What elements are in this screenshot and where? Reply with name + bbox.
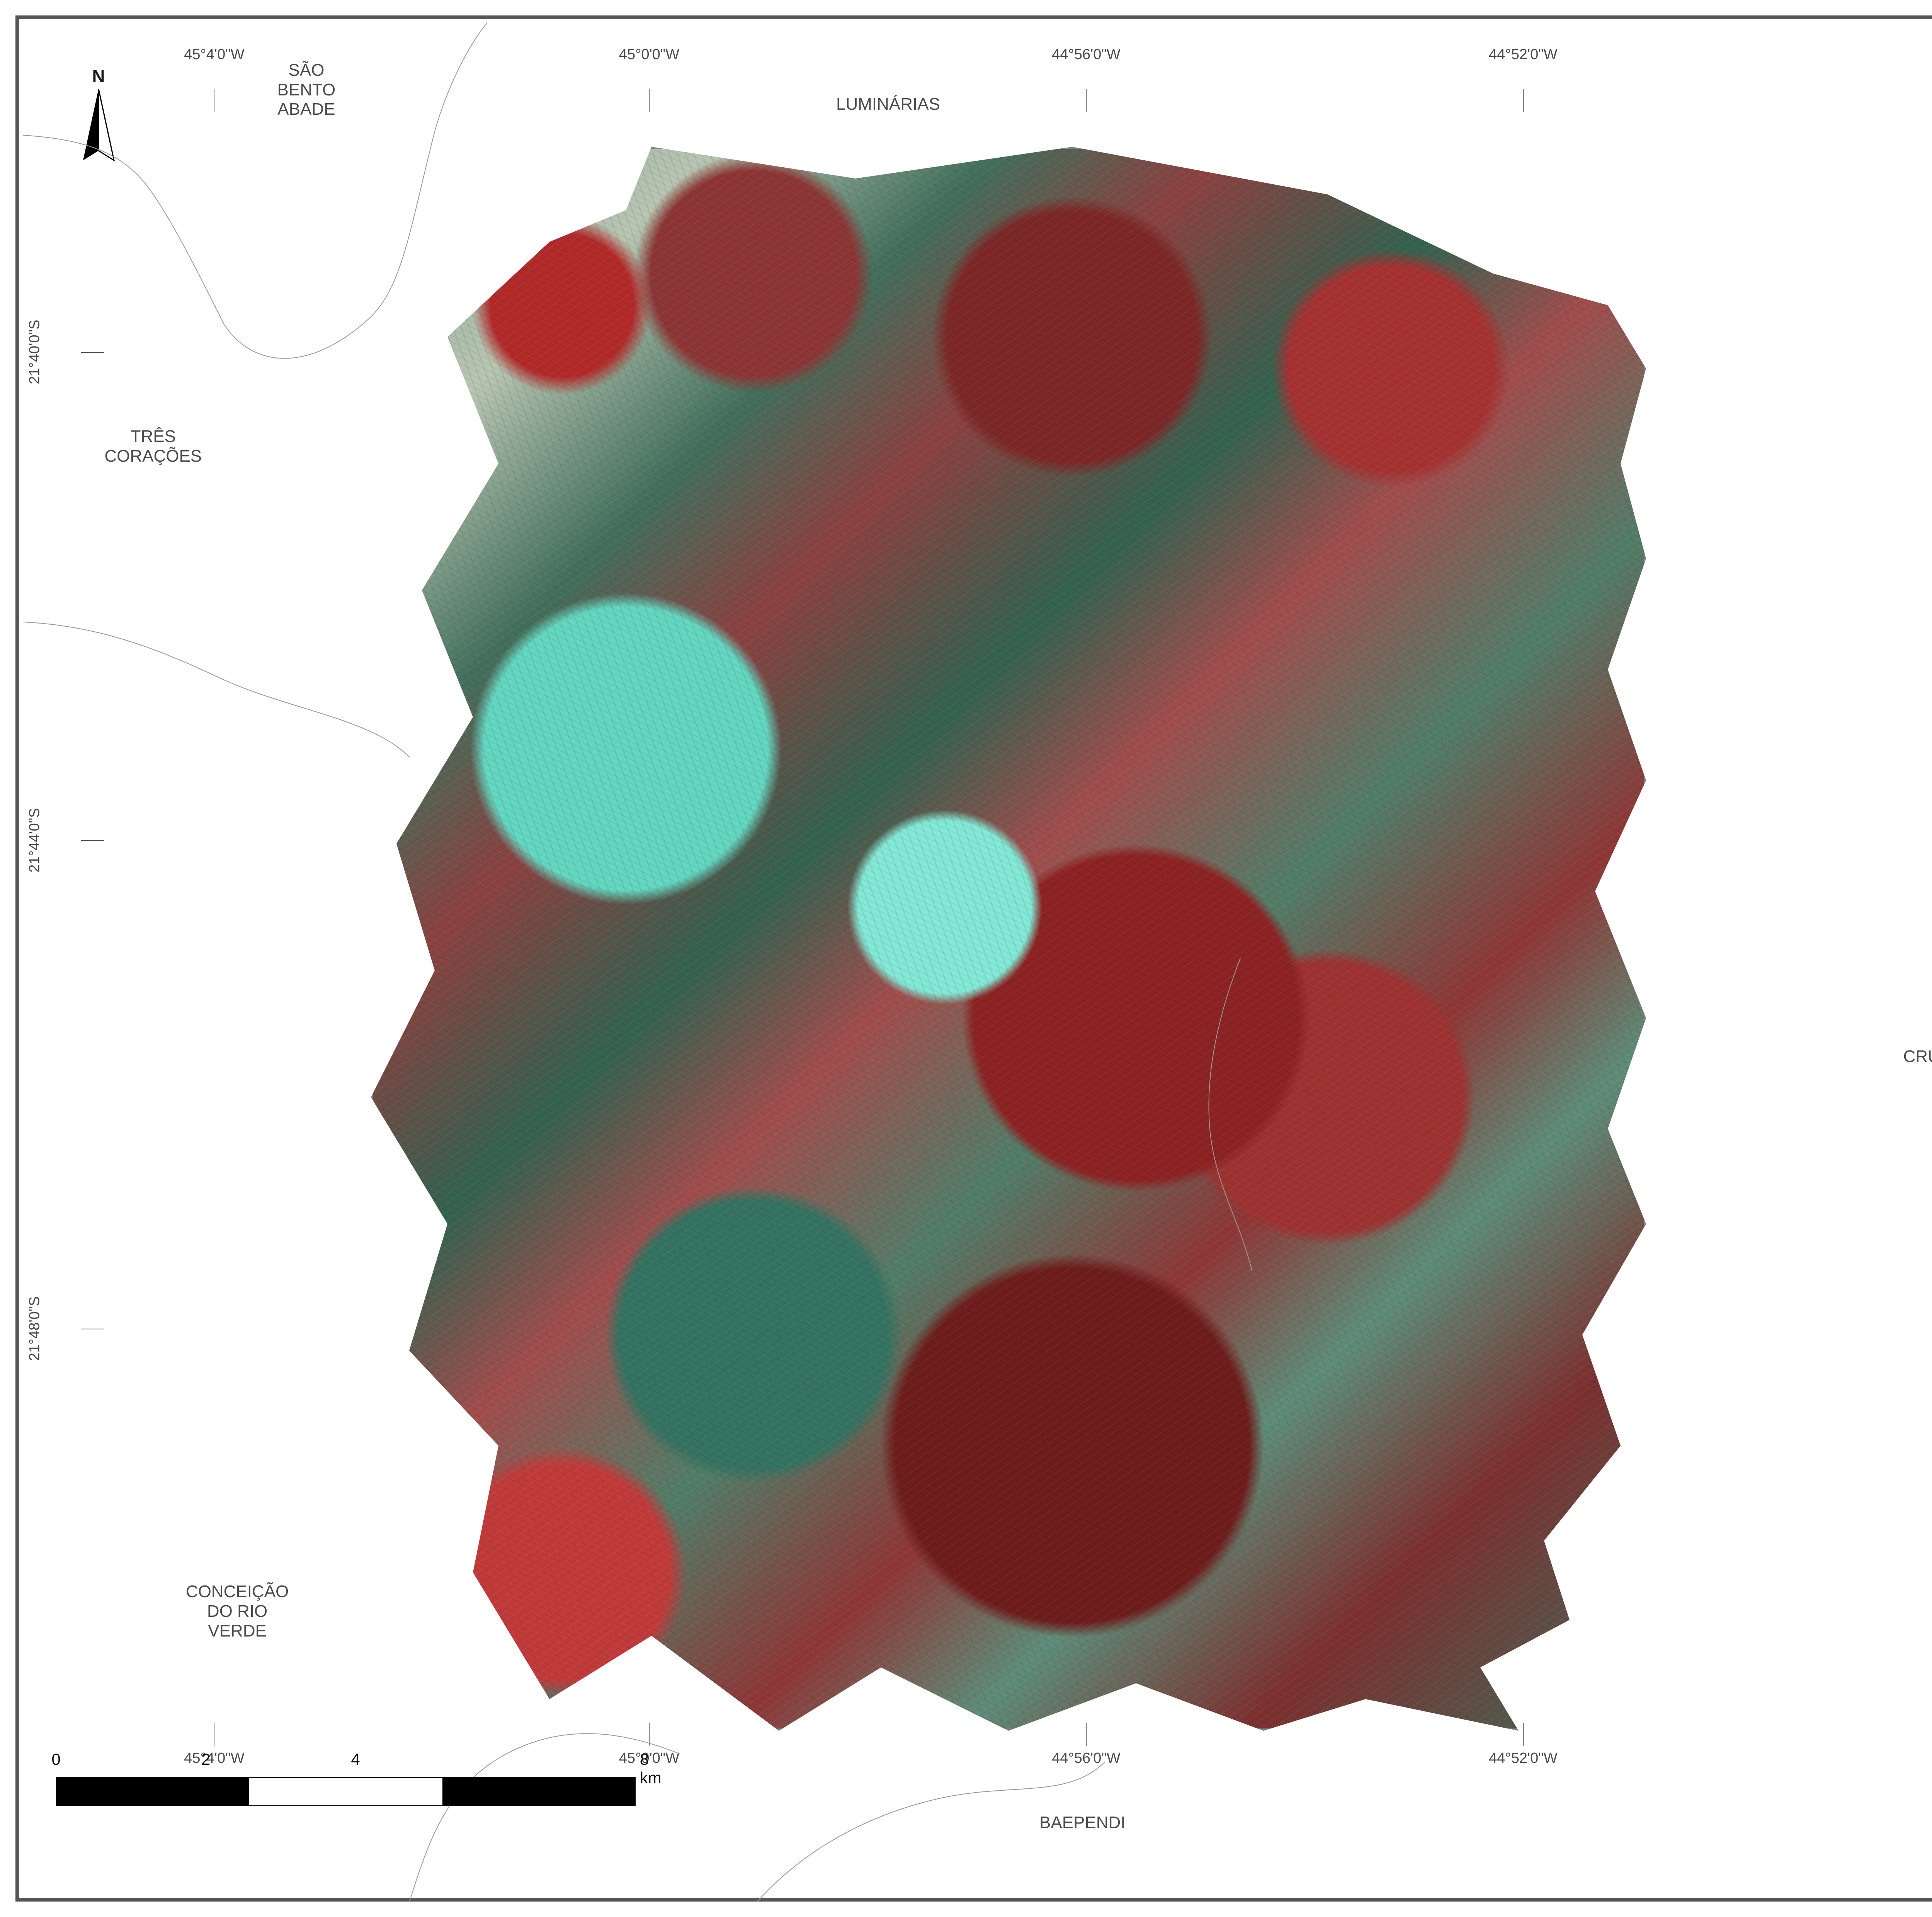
scale-label-0: 0 (51, 1750, 60, 1769)
scale-bar-graphic (56, 1777, 636, 1806)
scale-label-8km: 8 km (640, 1750, 662, 1787)
satellite-false-color-mosaic (371, 147, 1646, 1731)
satellite-texture-overlay (371, 147, 1646, 1731)
scale-bar-group: 0 2 4 8 km (56, 1750, 655, 1806)
coord-left-1: 21°40'0"S (27, 320, 43, 384)
coord-top-3: 44°56'0"W (1052, 46, 1120, 63)
north-arrow: N (60, 66, 137, 166)
coord-top-2: 45°0'0"W (619, 46, 679, 63)
region-label-conceicao-rio-verde: CONCEIÇÃO DO RIO VERDE (186, 1582, 289, 1641)
region-label-luminarias: LUMINÁRIAS (836, 95, 940, 114)
coord-top-1: 45°4'0"W (184, 46, 244, 63)
region-label-cruzilia: CRUZÍLIA (1903, 1047, 1932, 1067)
north-arrow-icon (77, 89, 120, 162)
north-label: N (60, 66, 137, 87)
region-label-tres-coracoes: TRÊS CORAÇÕES (104, 427, 202, 466)
scale-label-4: 4 (351, 1750, 360, 1769)
coord-bottom-4: 44°52'0"W (1489, 1750, 1557, 1767)
map-inner: N 45°4'0"W 45°0'0"W 44°56'0"W 44°52'0"W (23, 23, 1932, 1902)
coord-left-2: 21°44'0"S (27, 808, 43, 872)
region-label-baependi: BAEPENDI (1039, 1813, 1126, 1833)
region-label-sao-bento-abade: SÃO BENTO ABADE (277, 61, 336, 119)
coord-top-4: 44°52'0"W (1489, 46, 1557, 63)
map-panel: N 45°4'0"W 45°0'0"W 44°56'0"W 44°52'0"W (15, 15, 1932, 1902)
coord-bottom-3: 44°56'0"W (1052, 1750, 1120, 1767)
scale-label-2: 2 (201, 1750, 210, 1769)
coord-left-3: 21°48'0"S (27, 1297, 43, 1361)
map-poster-page: N 45°4'0"W 45°0'0"W 44°56'0"W 44°52'0"W (0, 0, 1932, 1917)
